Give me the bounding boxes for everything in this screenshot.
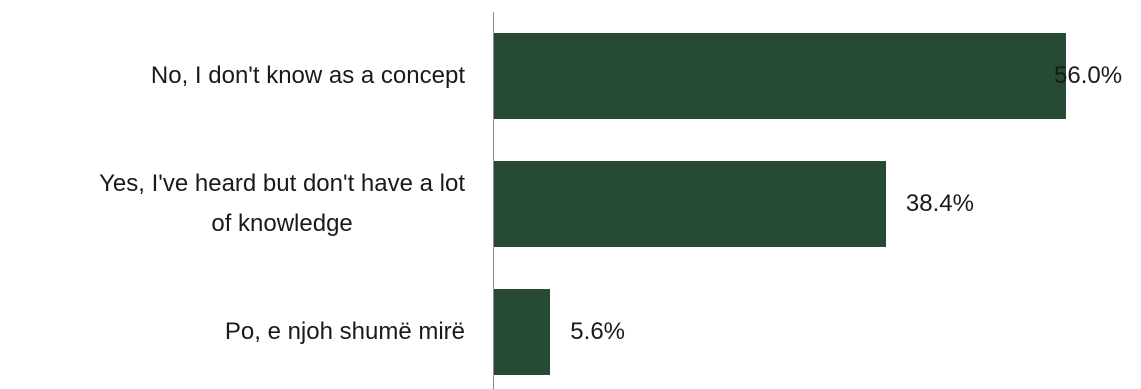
category-axis-line xyxy=(493,12,494,389)
category-label: Po, e njoh shumë mirë xyxy=(225,312,465,352)
bar xyxy=(493,33,1066,119)
category-label-line: No, I don't know as a concept xyxy=(150,62,465,89)
value-label: 56.0% xyxy=(1054,62,1123,89)
category-label-line: Yes, I've heard but don't have a lot xyxy=(99,170,465,197)
category-label: No, I don't know as a concept xyxy=(151,56,465,96)
category-label-line: Po, e njoh shumë mirë xyxy=(224,318,465,345)
bar xyxy=(493,289,551,375)
value-label: 5.6% xyxy=(570,318,625,345)
category-label: Yes, I've heard but don't have a lot of k… xyxy=(99,164,465,244)
value-label: 38.4% xyxy=(905,190,974,217)
bar xyxy=(493,161,886,247)
category-label-line: of knowledge xyxy=(211,210,353,237)
